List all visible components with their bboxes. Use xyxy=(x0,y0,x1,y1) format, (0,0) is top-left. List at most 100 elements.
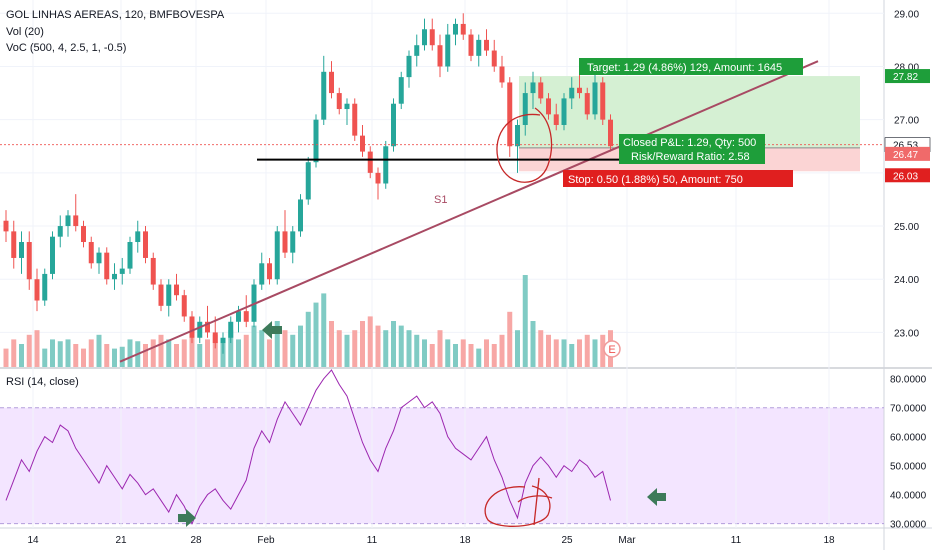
volume-bar xyxy=(274,321,280,367)
volume-bar xyxy=(34,330,40,367)
volume-bar xyxy=(476,348,482,367)
rsi-tick-label: 30.0000 xyxy=(890,520,927,531)
volume-bar xyxy=(414,334,420,367)
volume-bar xyxy=(507,311,513,367)
candle-body xyxy=(391,103,396,147)
volume-bars xyxy=(3,275,613,367)
earnings-marker-label: E xyxy=(608,344,615,356)
candle-body xyxy=(445,34,451,67)
time-tick-label: 18 xyxy=(823,535,835,546)
volume-bar xyxy=(391,321,396,367)
pnl-label-box[interactable] xyxy=(619,134,765,164)
volume-bar xyxy=(57,341,63,367)
voc-legend[interactable]: VoC (500, 4, 2.5, 1, -0.5) xyxy=(6,42,126,54)
price-tag-stop xyxy=(885,168,930,183)
candle-body xyxy=(460,23,466,35)
candle-body xyxy=(491,50,497,67)
volume-bar xyxy=(42,348,48,367)
earnings-marker[interactable]: E xyxy=(603,340,621,358)
candle-body xyxy=(81,226,86,243)
volume-bar xyxy=(429,344,435,367)
volume-bar xyxy=(174,344,179,367)
volume-bar xyxy=(584,334,590,367)
candle-body xyxy=(422,29,427,46)
candle-body xyxy=(507,82,513,147)
candle-body xyxy=(282,231,288,253)
volume-bar xyxy=(561,339,567,367)
candle-body xyxy=(205,321,210,333)
candle-body xyxy=(26,242,32,280)
volume-bar xyxy=(398,325,404,367)
volume-bar xyxy=(73,344,79,367)
price-tag-stop-label: 26.03 xyxy=(893,171,918,182)
volume-bar xyxy=(468,344,474,367)
grid xyxy=(0,0,884,528)
volume-bar xyxy=(367,316,373,367)
price-tag-last-label: 26.53 xyxy=(893,141,918,152)
trend-line xyxy=(119,60,819,363)
vol-legend[interactable]: Vol (20) xyxy=(6,26,44,38)
volume-bar xyxy=(259,330,265,367)
volume-bar xyxy=(491,344,497,367)
volume-bar xyxy=(282,330,288,367)
candle-body xyxy=(367,151,373,173)
time-tick-label: 28 xyxy=(190,535,202,546)
candle-body xyxy=(398,77,404,104)
candle-body xyxy=(112,273,117,280)
candle-body xyxy=(321,71,327,120)
stop-label: Stop: 0.50 (1.88%) 50, Amount: 750 xyxy=(568,174,743,186)
volume-bar xyxy=(484,339,489,367)
candle-body xyxy=(104,252,110,280)
time-tick-label: Mar xyxy=(618,535,636,546)
candle-body xyxy=(329,71,334,94)
candle-body xyxy=(135,231,141,243)
candle-body xyxy=(65,215,71,227)
arrow-left-icon xyxy=(647,488,666,506)
arrow-right-icon xyxy=(178,509,196,527)
rsi-legend[interactable]: RSI (14, close) xyxy=(6,376,79,388)
volume-bar xyxy=(290,334,296,367)
volume-bar xyxy=(19,344,24,367)
stop-label-box[interactable] xyxy=(563,170,793,187)
volume-bar xyxy=(104,344,110,367)
circle-annotation-price xyxy=(496,107,553,183)
candle-body xyxy=(592,82,598,115)
volume-bar xyxy=(228,330,234,367)
candle-body xyxy=(243,311,249,322)
rsi-series xyxy=(5,369,611,525)
target-label-box[interactable] xyxy=(579,58,803,75)
candle-body xyxy=(274,231,280,280)
volume-bar xyxy=(127,339,133,367)
candle-body xyxy=(228,321,234,338)
volume-bar xyxy=(112,348,117,367)
candle-body xyxy=(3,220,9,232)
candle-body xyxy=(515,124,520,147)
candle-body xyxy=(127,242,133,269)
candle-body xyxy=(189,316,195,338)
volume-bar xyxy=(158,334,164,367)
volume-bar xyxy=(236,339,241,367)
candle-body xyxy=(119,268,125,274)
candle-body xyxy=(96,252,102,264)
time-tick-label: 11 xyxy=(367,535,378,546)
target-label: Target: 1.29 (4.86%) 129, Amount: 1645 xyxy=(587,62,782,74)
candles xyxy=(3,13,613,354)
candle-body xyxy=(290,231,296,253)
cross-annotation-rsi xyxy=(517,477,553,526)
price-tag-entry-label: 26.47 xyxy=(893,150,918,161)
time-tick-label: 25 xyxy=(561,535,573,546)
volume-bar xyxy=(546,334,551,367)
candle-body xyxy=(181,295,187,317)
volume-bar xyxy=(267,339,272,367)
volume-bar xyxy=(143,344,148,367)
price-tick-label: 28.00 xyxy=(894,62,919,73)
candle-body xyxy=(143,231,148,258)
volume-bar xyxy=(460,339,466,367)
chart-title: GOL LINHAS AEREAS, 120, BMFBOVESPA xyxy=(6,9,225,21)
candle-body xyxy=(476,39,482,56)
volume-bar xyxy=(251,325,257,367)
volume-bar xyxy=(166,339,172,367)
candle-body xyxy=(383,146,389,184)
candle-body xyxy=(375,172,381,184)
